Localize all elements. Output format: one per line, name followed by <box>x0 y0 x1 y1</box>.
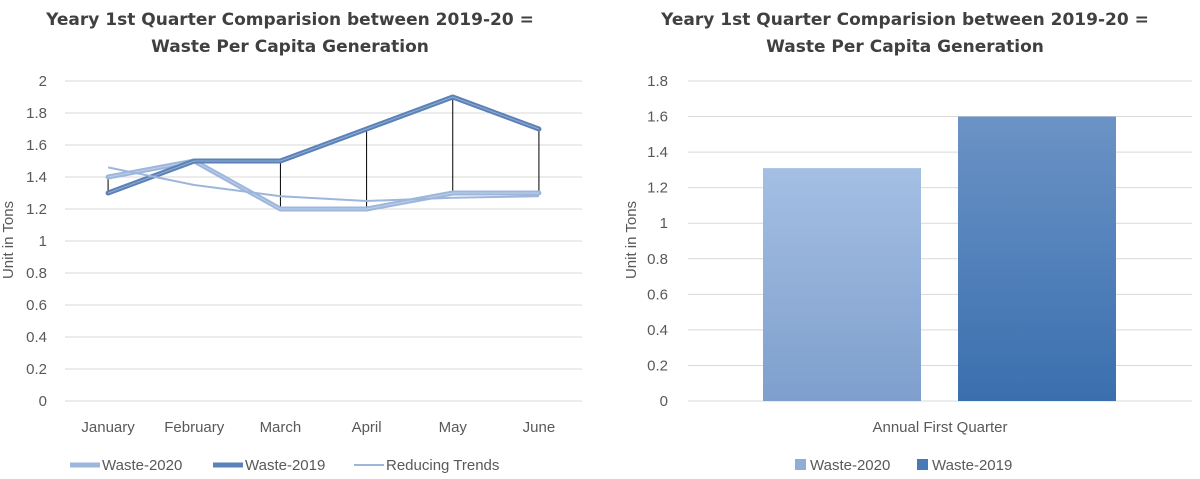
legend-label: Reducing Trends <box>386 457 499 474</box>
bar-chart-legend: Waste-2020 Waste-2019 <box>795 457 1012 474</box>
bar-chart-y-ticks: 0 0.2 0.4 0.6 0.8 1 1.2 1.4 1.6 1.8 <box>647 73 668 410</box>
y-tick-label: 1.6 <box>26 137 47 154</box>
line-chart-legend: Waste-2020 Waste-2019 Reducing Trends <box>70 457 499 474</box>
x-tick-label: Annual First Quarter <box>872 419 1007 436</box>
x-tick-label: February <box>164 419 225 436</box>
bar-waste-2019 <box>958 116 1116 402</box>
y-tick-label: 1.4 <box>647 144 668 161</box>
y-tick-label: 1 <box>39 233 47 250</box>
x-tick-label: June <box>523 419 556 436</box>
x-tick-label: May <box>439 419 468 436</box>
bar-chart-title-line2: Waste Per Capita Generation <box>766 37 1044 57</box>
legend-label: Waste-2019 <box>245 457 325 474</box>
y-tick-label: 0.4 <box>26 329 47 346</box>
line-chart-title-line1: Yeary 1st Quarter Comparision between 20… <box>45 10 534 30</box>
y-tick-label: 0.2 <box>26 361 47 378</box>
bar-chart-title-line1: Yeary 1st Quarter Comparision between 20… <box>660 10 1149 30</box>
legend-label: Waste-2020 <box>810 457 890 474</box>
y-tick-label: 0.6 <box>647 286 668 303</box>
series-line-reducing-trends <box>107 166 539 203</box>
y-tick-label: 0.4 <box>647 322 668 339</box>
x-tick-label: March <box>260 419 302 436</box>
y-tick-label: 1.4 <box>26 169 47 186</box>
bar-chart-y-axis-title: Unit in Tons <box>623 201 640 279</box>
line-chart-y-ticks: 0 0.2 0.4 0.6 0.8 1 1.2 1.4 1.6 1.8 2 <box>26 73 47 410</box>
y-tick-label: 0.8 <box>647 251 668 268</box>
y-tick-label: 0.8 <box>26 265 47 282</box>
line-chart-x-ticks: January February March April May June <box>81 419 555 436</box>
line-chart-gridlines <box>65 80 582 402</box>
line-chart-title-line2: Waste Per Capita Generation <box>151 37 429 57</box>
y-tick-label: 2 <box>39 73 47 90</box>
series-line-waste-2019 <box>105 94 542 196</box>
y-tick-label: 1.8 <box>647 73 668 90</box>
y-tick-label: 1.2 <box>26 201 47 218</box>
line-chart-series <box>105 94 542 212</box>
y-tick-label: 1.2 <box>647 180 668 197</box>
y-tick-label: 0 <box>39 393 47 410</box>
y-tick-label: 0.6 <box>26 297 47 314</box>
y-tick-label: 1.8 <box>26 105 47 122</box>
y-tick-label: 0.2 <box>647 357 668 374</box>
legend-swatch <box>795 459 806 470</box>
bar-chart: Yeary 1st Quarter Comparision between 20… <box>623 10 1192 474</box>
legend-label: Waste-2020 <box>102 457 182 474</box>
x-tick-label: January <box>81 419 135 436</box>
legend-label: Waste-2019 <box>932 457 1012 474</box>
line-chart-y-axis-title: Unit in Tons <box>0 201 17 279</box>
bar-chart-bars <box>763 116 1116 402</box>
line-chart: Yeary 1st Quarter Comparision between 20… <box>0 10 582 474</box>
y-tick-label: 1 <box>660 215 668 232</box>
bar-waste-2020 <box>763 168 921 401</box>
y-tick-label: 1.6 <box>647 109 668 126</box>
legend-swatch <box>917 459 928 470</box>
y-tick-label: 0 <box>660 393 668 410</box>
bar-chart-x-ticks: Annual First Quarter <box>872 419 1007 436</box>
x-tick-label: April <box>352 419 382 436</box>
series-line-highlight <box>107 96 540 194</box>
